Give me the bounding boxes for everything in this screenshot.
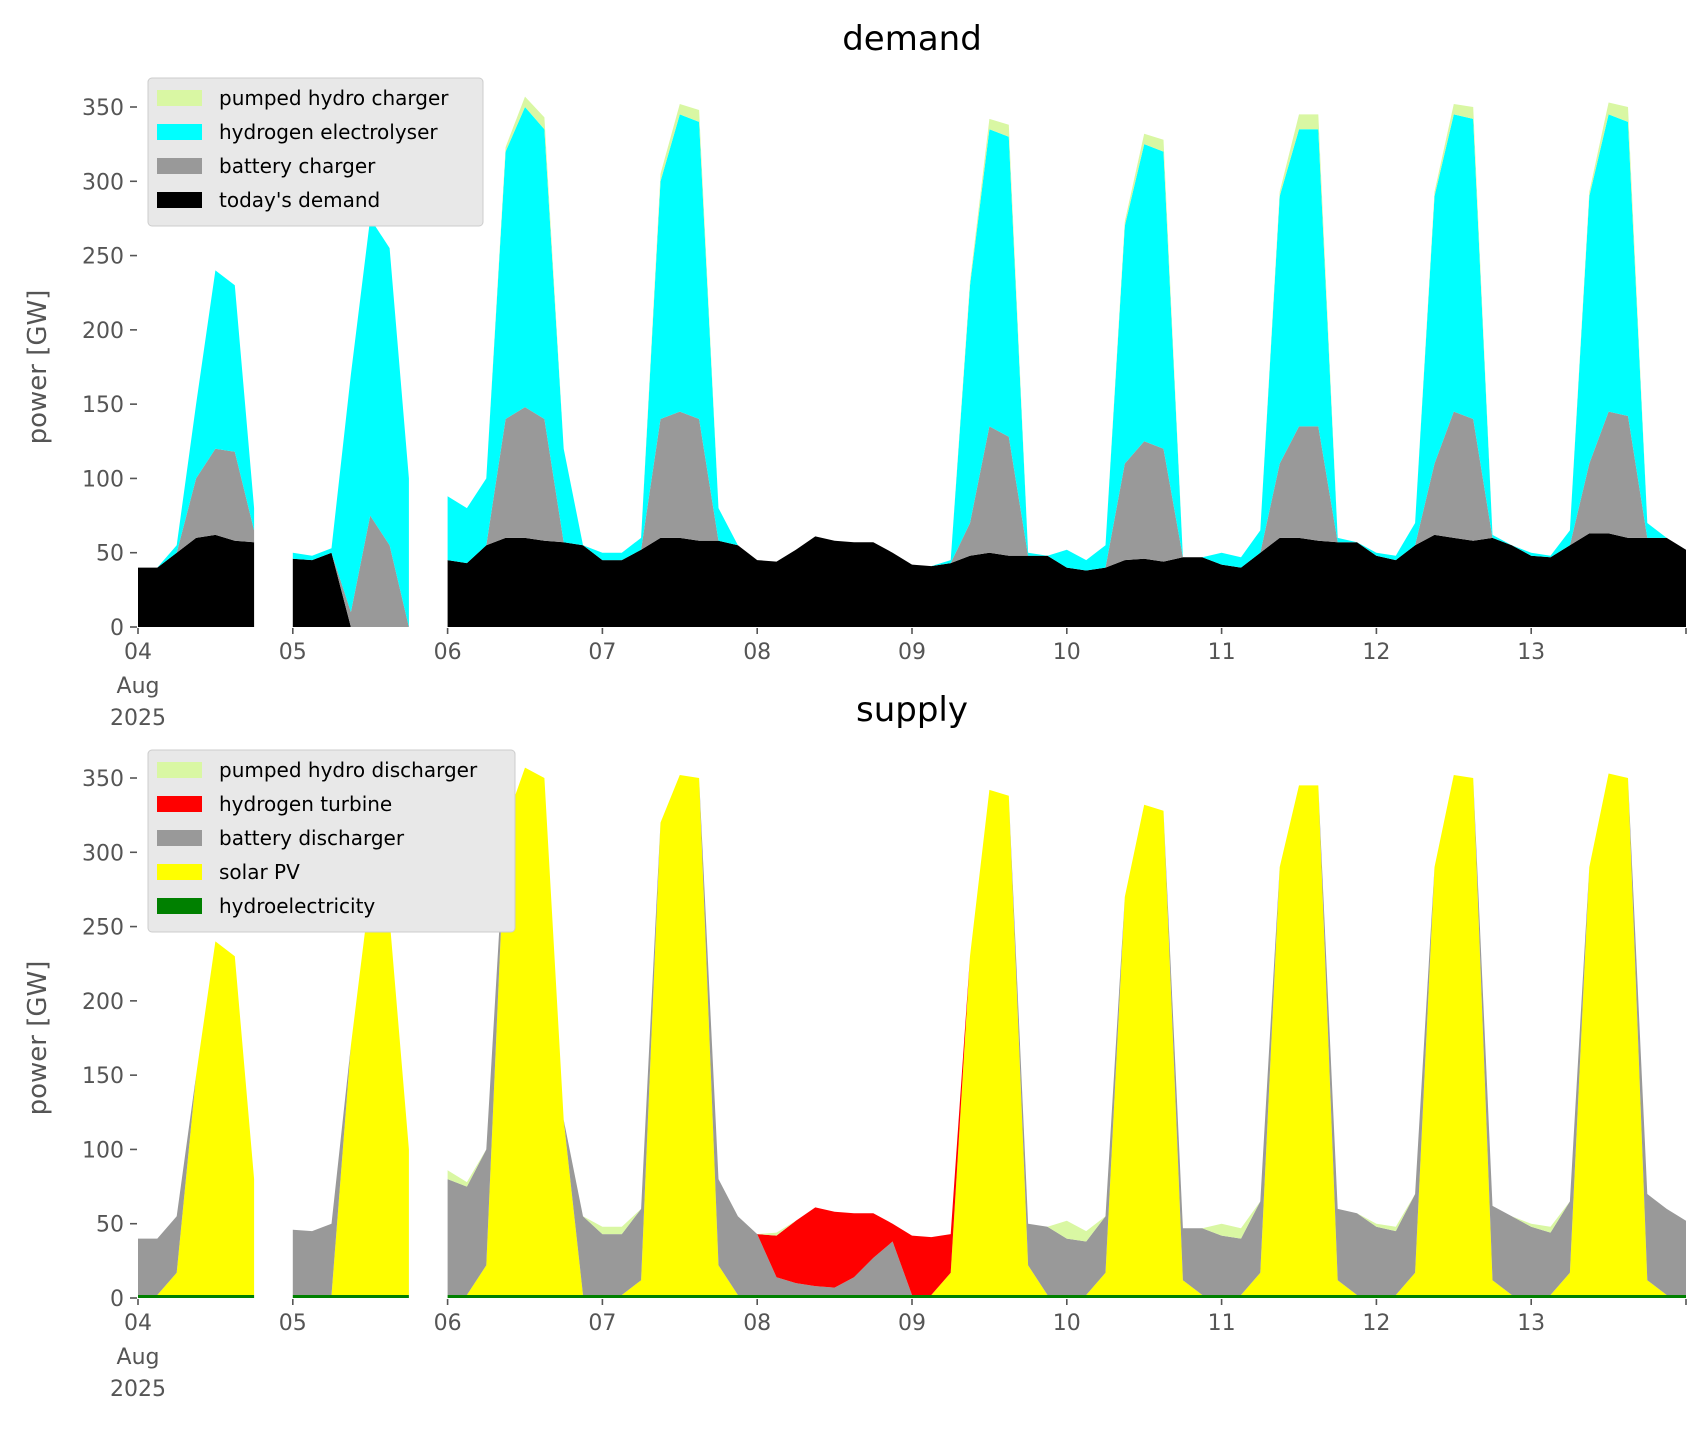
area-hydroelectricity (138, 1295, 255, 1298)
area-battery-charger (138, 448, 255, 568)
legend-swatch (157, 898, 202, 914)
y-tick-label: 50 (96, 542, 124, 567)
x-tick-label: 05 (279, 1311, 307, 1336)
y-tick-label: 150 (82, 1064, 124, 1089)
area-hydroelectricity (292, 1295, 409, 1298)
legend: pumped hydro charger hydrogen electrolyse… (147, 77, 484, 227)
x-tick-label: 09 (898, 640, 926, 665)
area-solar-pv (292, 889, 409, 1295)
y-tick-label: 50 (96, 1213, 124, 1238)
area-battery-charger (292, 515, 409, 627)
x-tick-label: 12 (1362, 640, 1390, 665)
area-battery-charger (447, 407, 1687, 571)
x-tick-label: 12 (1362, 1311, 1390, 1336)
y-tick-label: 300 (82, 841, 124, 866)
area-battery-discharger (292, 889, 409, 1295)
x-tick-label: 04 (124, 640, 152, 665)
legend-swatch (157, 830, 202, 846)
stacked-areas (138, 96, 1687, 627)
legend-label: hydroelectricity (219, 894, 375, 918)
x-tick-label: 05 (279, 640, 307, 665)
x-tick-label-date: 2025 (110, 706, 166, 731)
y-tick-label: 100 (82, 467, 124, 492)
y-tick-label: 350 (82, 96, 124, 121)
legend-label: today's demand (219, 188, 380, 212)
y-tick-label: 150 (82, 393, 124, 418)
area-today-s-demand (447, 533, 1687, 627)
x-tick-label: 08 (743, 1311, 771, 1336)
x-tick-label: 11 (1208, 640, 1236, 665)
x-tick-label: 13 (1517, 640, 1545, 665)
x-tick-label: 09 (898, 1311, 926, 1336)
legend-label: pumped hydro discharger (219, 758, 478, 782)
x-tick-label: 10 (1053, 640, 1081, 665)
area-hydrogen-electrolyser (447, 107, 1687, 571)
demand-chart: demand power [GW] 0501001502002503003500… (23, 19, 1687, 731)
area-battery-discharger (447, 767, 1687, 1295)
x-tick-label: 04 (124, 1311, 152, 1336)
y-tick-label: 250 (82, 245, 124, 270)
y-tick-label: 350 (82, 767, 124, 792)
legend-swatch (157, 124, 202, 140)
x-tick-label: 08 (743, 640, 771, 665)
legend-label: pumped hydro charger (219, 86, 449, 110)
y-tick-label: 250 (82, 916, 124, 941)
area-hydroelectricity (447, 1295, 1687, 1298)
area-today-s-demand (138, 534, 255, 627)
y-tick-label: 300 (82, 170, 124, 195)
area-solar-pv (138, 941, 255, 1295)
x-tick-label: 11 (1208, 1311, 1236, 1336)
legend-swatch (157, 762, 202, 778)
y-tick-label: 100 (82, 1138, 124, 1163)
y-tick-label: 200 (82, 319, 124, 344)
legend-swatch (157, 864, 202, 880)
area-today-s-demand (292, 552, 409, 627)
area-pumped-hydro-discharger (447, 767, 1687, 1242)
chart-title: demand (842, 19, 982, 59)
y-tick-label: 0 (110, 616, 124, 641)
legend-swatch (157, 158, 202, 174)
area-hydrogen-electrolyser (138, 270, 255, 568)
y-axis-label: power [GW] (23, 290, 53, 445)
x-tick-label-date: Aug (117, 674, 160, 699)
y-tick-label: 0 (110, 1287, 124, 1312)
legend-swatch (157, 192, 202, 208)
x-tick-label: 06 (434, 640, 462, 665)
area-hydrogen-electrolyser (292, 218, 409, 627)
x-tick-label: 13 (1517, 1311, 1545, 1336)
legend-swatch (157, 796, 202, 812)
y-axis-label: power [GW] (23, 961, 53, 1116)
x-tick-label: 06 (434, 1311, 462, 1336)
legend-label: solar PV (219, 860, 300, 884)
legend-label: battery discharger (219, 826, 405, 850)
legend-label: hydrogen electrolyser (219, 120, 438, 144)
x-tick-label-date: Aug (117, 1345, 160, 1370)
legend-label: hydrogen turbine (219, 792, 392, 816)
area-solar-pv (447, 767, 1687, 1295)
x-tick-label: 10 (1053, 1311, 1081, 1336)
area-pumped-hydro-charger (447, 96, 1687, 567)
legend-label: battery charger (219, 154, 376, 178)
supply-chart: supply power [GW] 0501001502002503003500… (23, 690, 1687, 1402)
x-tick-label: 07 (588, 640, 616, 665)
y-tick-label: 200 (82, 990, 124, 1015)
legend-swatch (157, 90, 202, 106)
legend-box (147, 77, 484, 227)
area-battery-discharger (138, 941, 255, 1295)
legend-box (147, 749, 516, 933)
chart-title: supply (856, 690, 968, 730)
x-tick-label-date: 2025 (110, 1377, 166, 1402)
x-tick-label: 07 (588, 1311, 616, 1336)
stacked-areas (138, 767, 1687, 1298)
legend: pumped hydro discharger hydrogen turbine b… (147, 749, 516, 933)
